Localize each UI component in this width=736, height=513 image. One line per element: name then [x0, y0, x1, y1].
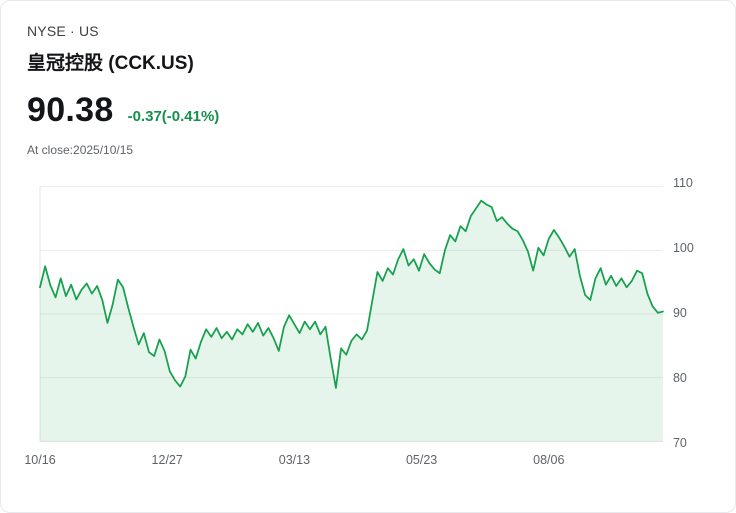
price-line	[39, 199, 664, 389]
y-tick-label: 70	[672, 436, 687, 450]
y-tick-label: 100	[672, 241, 694, 255]
x-tick-label: 10/16	[24, 453, 56, 467]
exchange-label: NYSE · US	[27, 23, 99, 39]
price-change: -0.37(-0.41%)	[127, 108, 220, 125]
stock-title: 皇冠控股 (CCK.US)	[27, 53, 194, 74]
price-area-fill	[39, 200, 663, 442]
x-tick-label: 05/23	[405, 453, 438, 467]
x-tick-label: 12/27	[151, 453, 183, 467]
as-of-close-label: At close:2025/10/15	[27, 143, 134, 157]
y-tick-label: 80	[672, 371, 687, 385]
y-tick-label: 90	[672, 306, 687, 320]
y-axis-labels: 110 100 90 80 70	[664, 176, 709, 450]
y-tick-label: 110	[672, 176, 693, 190]
chart-plot-row: 110 100 90 80 70	[39, 176, 709, 450]
price-chart-svg	[39, 186, 664, 442]
x-axis-labels: 10/16 12/27 03/13 05/23 08/06	[24, 453, 677, 475]
x-tick-label: 03/13	[278, 453, 311, 467]
price-chart: 110 100 90 80 70 10/16 12/27 03/13 05/23 08/06	[24, 176, 709, 475]
x-tick-label: 08/06	[533, 453, 565, 467]
last-price: 90.38	[27, 91, 114, 129]
price-row: 90.38 -0.37(-0.41%)	[27, 91, 709, 130]
